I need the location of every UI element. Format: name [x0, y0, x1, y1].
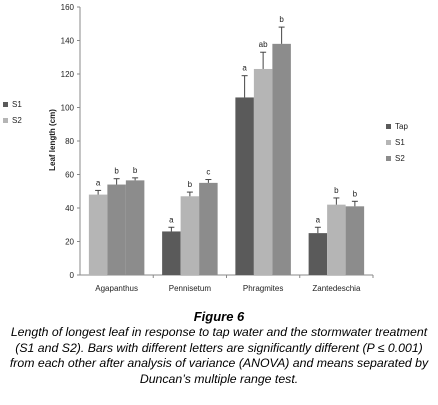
legend-swatch	[3, 118, 8, 123]
significance-letter: b	[279, 15, 284, 24]
y-tick-label: 100	[61, 104, 75, 113]
significance-letter: a	[96, 178, 101, 187]
y-axis-label: Leaf length (cm)	[48, 109, 57, 171]
significance-letter: ab	[259, 40, 268, 49]
significance-letter: a	[316, 215, 321, 224]
legends: S1 S2 Tap S1 S2	[3, 100, 408, 163]
legend-label: S2	[395, 154, 405, 163]
significance-letter: b	[353, 189, 358, 198]
bar	[327, 204, 346, 275]
significance-letter: b	[133, 166, 138, 175]
bar	[272, 43, 291, 275]
significance-letter: b	[334, 186, 339, 195]
bar-chart: 0 20 40 60 80 100 120 140 160 Agapanthus Pennisetu…	[3, 3, 408, 293]
category-label: Zantedeschia	[312, 284, 361, 293]
y-tick-label: 80	[65, 137, 74, 146]
bar	[253, 68, 273, 275]
y-tick-label: 120	[61, 70, 75, 79]
y-tick-label: 0	[70, 271, 75, 280]
figure-title: Figure 6	[193, 309, 245, 324]
category-label: Phragmites	[243, 284, 283, 293]
category-label: Agapanthus	[95, 284, 138, 293]
legend-swatch	[386, 140, 391, 145]
y-tick-label: 140	[61, 37, 75, 46]
legend-swatch	[386, 156, 391, 161]
bar	[345, 206, 365, 275]
significance-letter: a	[242, 64, 247, 73]
significance-letter: c	[206, 168, 210, 177]
y-tick-label: 20	[65, 238, 74, 247]
legend-swatch	[3, 102, 8, 107]
y-tick-label: 160	[61, 3, 75, 12]
y-tick-label: 40	[65, 204, 74, 213]
figure-caption: Figure 6 Length of longest leaf in respo…	[0, 309, 438, 387]
legend-label: S1	[12, 100, 22, 109]
bar	[308, 233, 328, 275]
bar	[107, 184, 126, 275]
significance-letter: b	[188, 180, 193, 189]
figure-caption-text: Length of longest leaf in response to ta…	[9, 325, 429, 386]
legend-label: S1	[395, 138, 405, 147]
bar	[235, 97, 254, 275]
significance-letter: a	[169, 215, 174, 224]
legend-swatch	[386, 124, 391, 129]
category-label: Pennisetum	[169, 284, 212, 293]
bar	[88, 194, 108, 275]
bar	[180, 196, 200, 275]
significance-letter: b	[114, 167, 119, 176]
bar	[162, 231, 181, 275]
legend-label: Tap	[395, 122, 408, 131]
bar	[125, 180, 145, 275]
bar	[199, 182, 218, 275]
legend-label: S2	[12, 116, 22, 125]
y-tick-label: 60	[65, 171, 74, 180]
